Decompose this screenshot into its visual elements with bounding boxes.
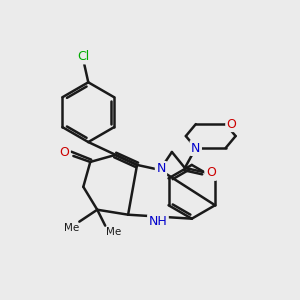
Text: N: N [191, 142, 200, 154]
Text: N: N [156, 162, 166, 176]
Text: NH: NH [148, 215, 167, 228]
Text: O: O [227, 118, 237, 130]
Text: Me: Me [64, 223, 79, 232]
Text: O: O [59, 146, 69, 160]
Text: Cl: Cl [77, 50, 89, 63]
Text: Me: Me [106, 226, 121, 237]
Text: O: O [206, 167, 216, 179]
